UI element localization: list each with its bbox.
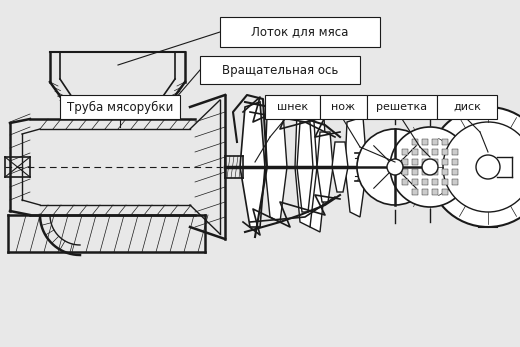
Bar: [432, 159, 438, 165]
Text: Вращательная ось: Вращательная ось: [222, 64, 338, 76]
Bar: [442, 159, 448, 165]
Bar: [220, 17, 380, 47]
Bar: [412, 149, 418, 155]
Bar: [452, 159, 458, 165]
Polygon shape: [305, 102, 327, 232]
Bar: [432, 139, 438, 145]
Bar: [452, 169, 458, 175]
Circle shape: [357, 129, 433, 205]
Bar: [452, 179, 458, 185]
Bar: [402, 169, 408, 175]
Bar: [422, 139, 428, 145]
Circle shape: [390, 127, 470, 207]
Bar: [422, 189, 428, 195]
Bar: [422, 159, 428, 165]
Bar: [452, 149, 458, 155]
Polygon shape: [345, 117, 367, 217]
Bar: [432, 189, 438, 195]
Text: решетка: решетка: [376, 102, 427, 112]
Bar: [412, 179, 418, 185]
Circle shape: [476, 155, 500, 179]
Text: диск: диск: [453, 102, 481, 112]
Bar: [412, 159, 418, 165]
Bar: [412, 139, 418, 145]
Bar: [367, 95, 437, 119]
Circle shape: [422, 159, 438, 175]
Bar: [320, 95, 367, 119]
Bar: [422, 149, 428, 155]
Text: Лоток для мяса: Лоток для мяса: [251, 25, 349, 39]
Bar: [402, 179, 408, 185]
Bar: [412, 189, 418, 195]
Circle shape: [443, 122, 520, 212]
Bar: [402, 159, 408, 165]
Bar: [60, 95, 180, 119]
Polygon shape: [265, 112, 287, 222]
Bar: [442, 169, 448, 175]
Polygon shape: [240, 102, 265, 227]
Bar: [437, 95, 497, 119]
Polygon shape: [317, 132, 333, 202]
Bar: [265, 95, 320, 119]
Bar: [402, 149, 408, 155]
Bar: [422, 169, 428, 175]
Text: шнек: шнек: [277, 102, 308, 112]
Bar: [422, 179, 428, 185]
Polygon shape: [295, 107, 317, 227]
Polygon shape: [332, 142, 348, 192]
Bar: [442, 189, 448, 195]
Circle shape: [387, 159, 403, 175]
Bar: [412, 169, 418, 175]
Bar: [432, 169, 438, 175]
Text: нож: нож: [331, 102, 356, 112]
Polygon shape: [479, 107, 497, 227]
Bar: [442, 179, 448, 185]
Bar: [432, 149, 438, 155]
Bar: [442, 149, 448, 155]
Bar: [432, 179, 438, 185]
Bar: [200, 56, 360, 84]
Circle shape: [428, 107, 520, 227]
Text: Труба мясорубки: Труба мясорубки: [67, 100, 173, 113]
Polygon shape: [297, 122, 313, 212]
Bar: [442, 139, 448, 145]
